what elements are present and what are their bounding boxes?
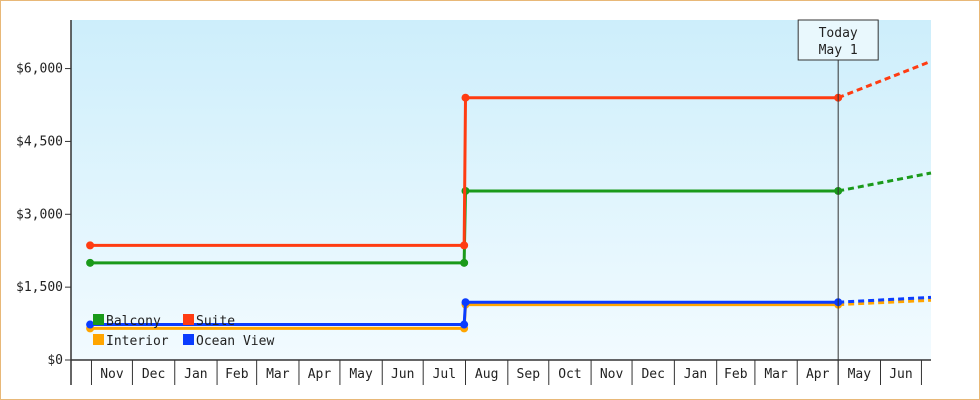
series-line-suite xyxy=(90,96,839,247)
x-tick-label: Mar xyxy=(764,367,788,382)
x-axis-ticks: Nov Dec Jan Feb Mar Apr May Jun Jul Aug Sep Oct Nov D… xyxy=(90,360,922,385)
series-layer xyxy=(86,59,932,333)
legend-swatch-ocean-view xyxy=(183,334,194,345)
data-point-suite[interactable] xyxy=(86,241,95,250)
x-tick-label: May xyxy=(349,367,373,382)
legend-swatch-balcony xyxy=(93,314,104,325)
data-point-suite[interactable] xyxy=(461,93,470,102)
data-point-ocean-view[interactable] xyxy=(461,298,470,307)
series-forecast-interior xyxy=(838,298,932,307)
legend-label-balcony: Balcony xyxy=(106,314,161,329)
x-tick-label: Oct xyxy=(558,367,581,382)
x-tick-label: Jun xyxy=(391,367,414,382)
x-tick-label: Apr xyxy=(806,367,830,382)
y-tick-label: $4,500 xyxy=(16,134,63,149)
legend-label-suite: Suite xyxy=(196,314,235,329)
legend-swatch-interior xyxy=(93,334,104,345)
y-tick-label: $1,500 xyxy=(16,280,63,295)
x-tick-label: Jul xyxy=(433,367,456,382)
data-point-balcony[interactable] xyxy=(86,258,95,267)
x-tick-label: Jan xyxy=(684,367,707,382)
today-marker: Today May 1 xyxy=(797,19,879,385)
y-tick-label: $3,000 xyxy=(16,207,63,222)
x-tick-label: Feb xyxy=(225,367,249,382)
x-tick-label: Dec xyxy=(641,367,664,382)
x-tick-label: Mar xyxy=(266,367,290,382)
x-tick-label: Sep xyxy=(517,367,541,382)
series-forecast-balcony xyxy=(837,171,932,193)
x-tick-label: Jun xyxy=(889,367,912,382)
x-tick-label: Nov xyxy=(100,367,124,382)
legend: Balcony Suite Interior Ocean View xyxy=(93,314,274,349)
y-axis-ticks: $0 $1,500 $3,000 $4,500 $6,000 xyxy=(16,62,71,368)
today-date-label: May 1 xyxy=(819,43,858,58)
x-tick-label: Dec xyxy=(142,367,165,382)
series-forecast-ocean-view xyxy=(838,295,932,304)
data-point-suite[interactable] xyxy=(460,241,469,250)
x-tick-label: Apr xyxy=(308,367,332,382)
data-point-ocean-view[interactable] xyxy=(86,320,95,329)
data-point-ocean-view[interactable] xyxy=(460,320,469,329)
y-tick-label: $6,000 xyxy=(16,62,63,77)
series-forecast-suite xyxy=(837,59,932,100)
x-tick-label: Feb xyxy=(724,367,748,382)
data-point-balcony[interactable] xyxy=(460,258,469,267)
x-tick-label: May xyxy=(848,367,872,382)
series-line-ocean-view xyxy=(90,300,839,327)
today-label: Today xyxy=(819,26,858,41)
legend-label-ocean-view: Ocean View xyxy=(196,334,274,349)
x-tick-label: Aug xyxy=(475,367,498,382)
legend-label-interior: Interior xyxy=(106,334,169,349)
legend-swatch-suite xyxy=(183,314,194,325)
x-tick-label: Nov xyxy=(600,367,624,382)
today-label-box xyxy=(797,19,879,61)
y-tick-label: $0 xyxy=(47,353,63,368)
x-tick-label: Jan xyxy=(184,367,207,382)
